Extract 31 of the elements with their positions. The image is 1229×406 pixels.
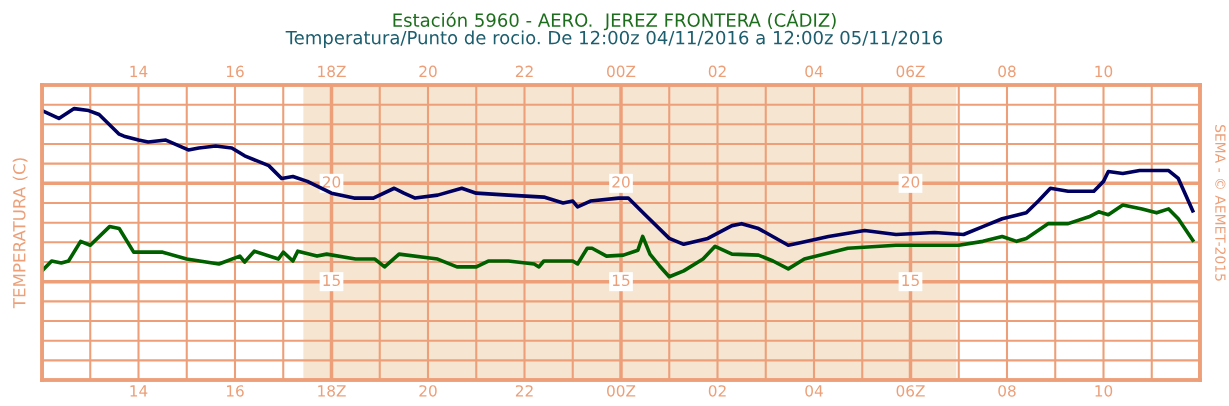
x2-tick-label: 00Z	[607, 65, 636, 78]
x2-tick-label: 14	[130, 65, 148, 77]
x-tick-label: 18Z	[318, 385, 346, 397]
chart-title: Estación 5960 - AERO. JEREZ FRONTERA (CÁDIZ)	[393, 10, 836, 31]
x2-tick-label: 16	[226, 65, 244, 78]
x-tick-label: 22	[515, 385, 533, 397]
annotation: 20	[612, 176, 630, 188]
x-tick-label: 08	[998, 385, 1016, 397]
annotation: 15	[612, 274, 630, 287]
annotation: 15	[902, 274, 919, 287]
x-tick-label: 10	[1095, 385, 1113, 397]
x2-tick-label: 22	[515, 65, 533, 77]
x-tick-label: 20	[419, 385, 437, 397]
x-tick-label: 00Z	[607, 385, 636, 397]
x-tick-label: 06Z	[896, 385, 925, 397]
x2-tick-label: 06Z	[896, 65, 925, 78]
x-tick-label: 14	[130, 385, 148, 397]
annotation: 20	[901, 176, 920, 188]
x2-tick-label: 02	[708, 65, 726, 78]
x-tick-label: 16	[226, 385, 244, 397]
x-tick-label: 04	[805, 385, 823, 397]
y-axis-title: TEMPERATURA (C)	[12, 158, 28, 309]
text: SEMA - © AEMET-2015	[1215, 125, 1226, 281]
x2-tick-label: 10	[1095, 65, 1113, 78]
x2-tick-label: 20	[419, 65, 437, 78]
x2-tick-label: 18Z	[318, 65, 346, 78]
x-tick-label: 02	[708, 385, 726, 397]
x2-tick-label: 08	[998, 65, 1016, 78]
x2-tick-label: 04	[805, 65, 823, 78]
line-series	[42, 106, 1195, 248]
chart-subtitle: Temperatura/Punto de rocio. De 12:00z 04/11/2016 a 12:00z 05/11/2016	[285, 30, 943, 48]
